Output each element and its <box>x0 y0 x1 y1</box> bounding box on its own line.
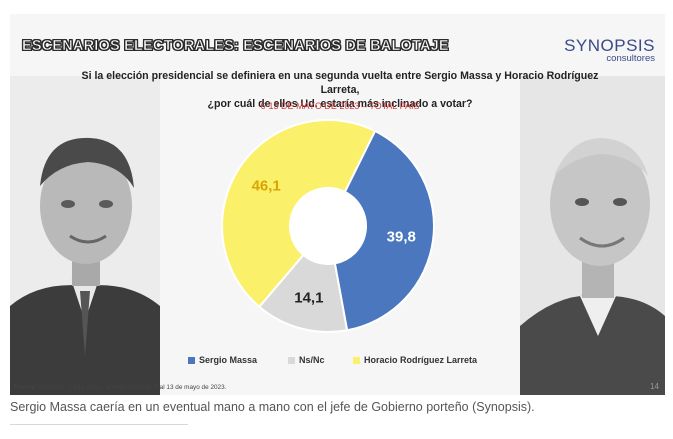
legend-swatch <box>353 357 360 364</box>
legend-swatch <box>188 357 195 364</box>
logo-sub-text: consultores <box>606 53 655 64</box>
legend-label: Sergio Massa <box>199 355 258 365</box>
legend-swatch <box>288 357 295 364</box>
survey-question: Si la elección presidencial se definiera… <box>80 69 600 111</box>
legend-label: Ns/Nc <box>299 355 325 365</box>
legend-item-sergio-massa: Sergio Massa <box>188 355 257 365</box>
value-label-ns-nc: 14,1 <box>294 289 323 306</box>
slice-horacio-rodriguez-larreta <box>221 119 377 309</box>
legend-label: Horacio Rodríguez Larreta <box>364 355 478 365</box>
slide-title: ESCENARIOS ELECTORALES: ESCENARIOS DE BA… <box>22 38 449 55</box>
caption-divider <box>10 424 188 425</box>
question-line-2: ¿por cuál de ellos Ud. estaría más incli… <box>207 98 473 110</box>
legend-item-ns-nc: Ns/Nc <box>288 355 325 365</box>
legend-item-horacio-rodriguez-larreta: Horacio Rodríguez Larreta <box>353 355 477 365</box>
source-label: Fuente <box>14 384 35 391</box>
donut-hole <box>291 189 365 263</box>
source-text: : Synopsis, 1.631 casos, ámbito nacional… <box>34 384 227 391</box>
page-number: 14 <box>650 382 659 391</box>
portrait-sergio-massa <box>10 76 160 395</box>
synopsis-logo: SYNOPSIS consultores <box>564 36 655 64</box>
question-line-1: Si la elección presidencial se definiera… <box>81 70 599 96</box>
source-note: Fuente: Synopsis, 1.631 casos, ámbito na… <box>14 384 226 391</box>
value-label-sergio-massa: 39,8 <box>387 228 416 245</box>
chart-subtitle: 6-13 DE MAYO DE 2023 – TOTAL PAÍS <box>260 101 420 111</box>
slide: ESCENARIOS ELECTORALES: ESCENARIOS DE BA… <box>10 14 665 395</box>
donut-chart: 39,8 14,1 46,1 <box>221 119 435 333</box>
portrait-horacio-rodriguez-larreta <box>520 76 665 395</box>
slice-sergio-massa <box>333 129 435 332</box>
value-label-horacio-rodriguez-larreta: 46,1 <box>252 177 281 194</box>
image-caption: Sergio Massa caería en un eventual mano … <box>10 400 535 414</box>
logo-main-text: SYNOPSIS <box>564 36 655 55</box>
